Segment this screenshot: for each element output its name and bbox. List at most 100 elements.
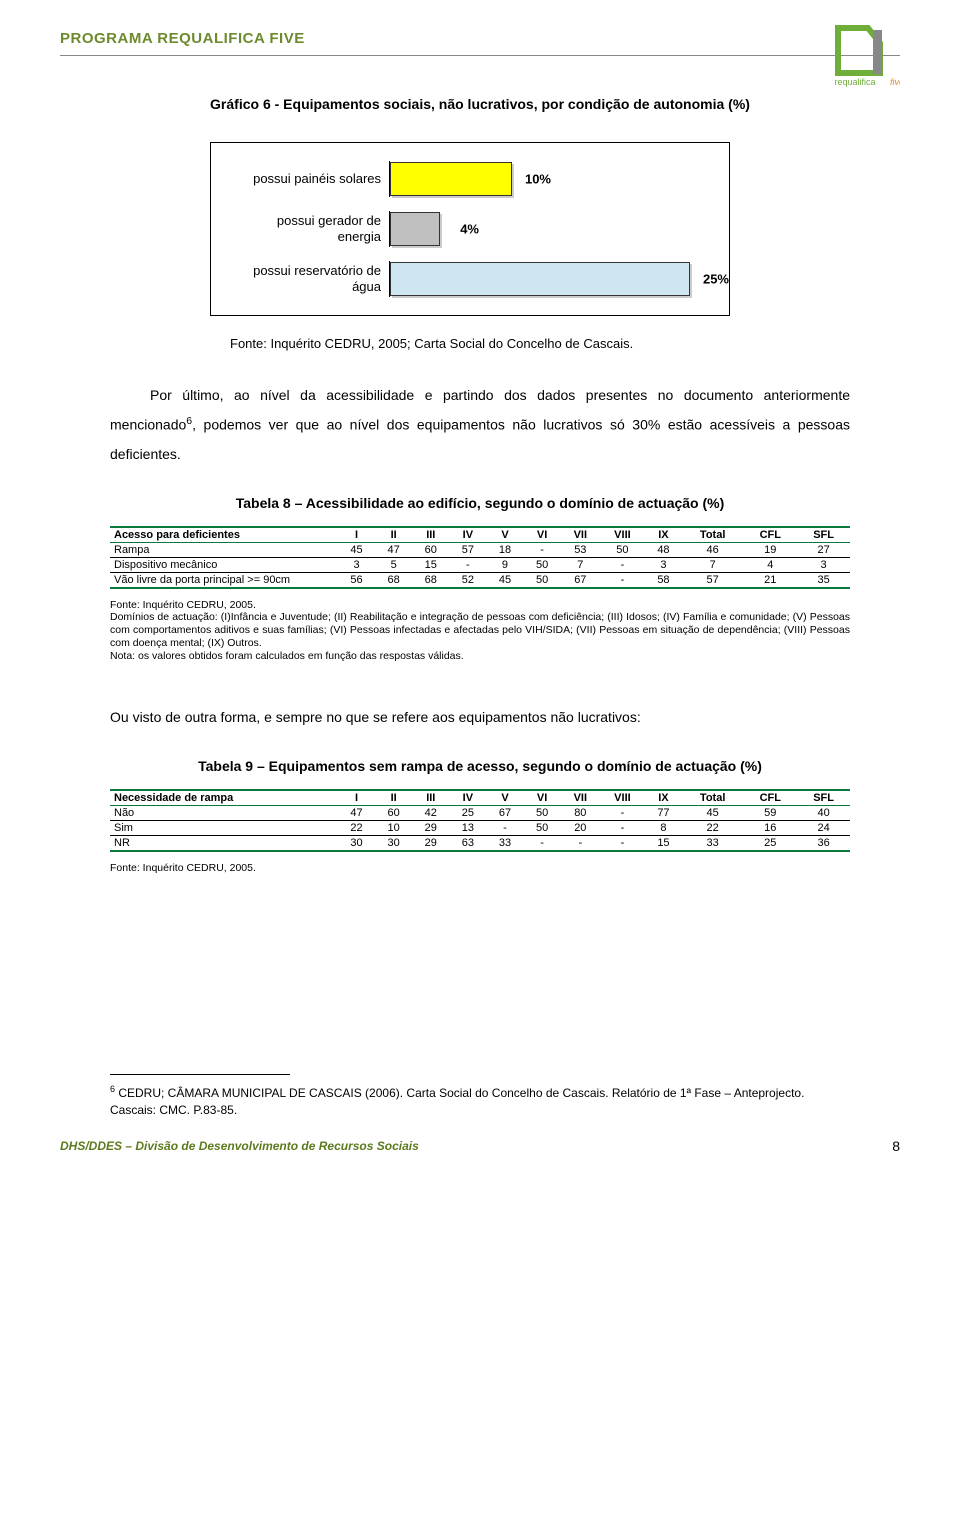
- table-cell: 3: [797, 557, 850, 572]
- table-col-header: Total: [682, 790, 743, 806]
- table-cell: 80: [561, 805, 600, 820]
- table-col-header: IX: [645, 790, 682, 806]
- table-row: Rampa4547605718-535048461927: [110, 542, 850, 557]
- table-cell: -: [449, 557, 486, 572]
- table-cell: 9: [486, 557, 523, 572]
- header-rule: [60, 55, 900, 56]
- table8-note2: Nota: os valores obtidos foram calculado…: [110, 650, 850, 663]
- table-cell: -: [600, 835, 645, 851]
- table-cell: 68: [375, 572, 412, 588]
- table-col-header: V: [486, 527, 523, 543]
- chart-row: possui reservatório de água25%: [231, 261, 709, 297]
- table-cell: 8: [645, 820, 682, 835]
- chart-bar: 4%: [390, 212, 440, 246]
- table-cell: 30: [338, 835, 375, 851]
- chart-bar-value: 4%: [460, 222, 479, 237]
- footnote-text: CEDRU; CÂMARA MUNICIPAL DE CASCAIS (2006…: [110, 1086, 804, 1117]
- chart-category-label: possui gerador de energia: [231, 213, 389, 244]
- table-cell: 47: [338, 805, 375, 820]
- table-row-label: Vão livre da porta principal >= 90cm: [110, 572, 338, 588]
- table-cell: 45: [338, 542, 375, 557]
- table-cell: 35: [797, 572, 850, 588]
- table-cell: 18: [486, 542, 523, 557]
- table-cell: 13: [449, 820, 486, 835]
- table-col-header: IV: [449, 527, 486, 543]
- table9-source: Fonte: Inquérito CEDRU, 2005.: [110, 862, 850, 874]
- table-cell: 50: [600, 542, 645, 557]
- table-col-header: III: [412, 790, 449, 806]
- table-cell: 63: [449, 835, 486, 851]
- table-cell: 33: [486, 835, 523, 851]
- table-cell: 47: [375, 542, 412, 557]
- table-col-header: VII: [561, 790, 600, 806]
- table8-note1: Domínios de actuação: (I)Infância e Juve…: [110, 611, 850, 650]
- table-cell: 46: [682, 542, 743, 557]
- table-cell: 27: [797, 542, 850, 557]
- table9-title: Tabela 9 – Equipamentos sem rampa de ace…: [110, 758, 850, 774]
- table-cell: 57: [682, 572, 743, 588]
- table-row-label: Dispositivo mecânico: [110, 557, 338, 572]
- table-cell: 67: [486, 805, 523, 820]
- table-col-header: II: [375, 790, 412, 806]
- paragraph-1: Por último, ao nível da acessibilidade e…: [110, 381, 850, 470]
- table-cell: 36: [797, 835, 850, 851]
- table-col-header: II: [375, 527, 412, 543]
- table8-source: Fonte: Inquérito CEDRU, 2005.: [110, 599, 850, 611]
- table-cell: -: [524, 542, 561, 557]
- table-cell: 42: [412, 805, 449, 820]
- table-cell: 19: [743, 542, 797, 557]
- table-cell: 15: [645, 835, 682, 851]
- table-row: NR3030296333---15332536: [110, 835, 850, 851]
- table-col-header: I: [338, 790, 375, 806]
- svg-text:five: five: [890, 77, 900, 87]
- table-row: Sim22102913-5020-8221624: [110, 820, 850, 835]
- table-header-label: Acesso para deficientes: [110, 527, 338, 543]
- chart-bar-track: 4%: [389, 211, 690, 247]
- table-cell: 25: [449, 805, 486, 820]
- page-header: PROGRAMA REQUALIFICA FIVE requalifica fi…: [0, 0, 960, 66]
- table-header-label: Necessidade de rampa: [110, 790, 338, 806]
- chart-title: Gráfico 6 - Equipamentos sociais, não lu…: [110, 96, 850, 112]
- table-cell: 22: [338, 820, 375, 835]
- table-cell: -: [600, 805, 645, 820]
- table-row-label: Sim: [110, 820, 338, 835]
- chart-category-label: possui reservatório de água: [231, 263, 389, 294]
- table-col-header: IV: [449, 790, 486, 806]
- table-cell: 53: [561, 542, 600, 557]
- table-cell: 48: [645, 542, 682, 557]
- table-cell: 5: [375, 557, 412, 572]
- table-cell: 3: [645, 557, 682, 572]
- table-col-header: VII: [561, 527, 600, 543]
- table-cell: 4: [743, 557, 797, 572]
- chart-bar-value: 25%: [703, 272, 729, 287]
- table9: Necessidade de rampaIIIIIIIVVVIVIIVIIIIX…: [110, 789, 850, 852]
- table-cell: -: [561, 835, 600, 851]
- footnote-6: 6 CEDRU; CÂMARA MUNICIPAL DE CASCAIS (20…: [110, 1083, 850, 1119]
- para1-suffix: , podemos ver que ao nível dos equipamen…: [110, 417, 850, 462]
- table-cell: 3: [338, 557, 375, 572]
- table-cell: 50: [524, 557, 561, 572]
- table-cell: 56: [338, 572, 375, 588]
- program-title: PROGRAMA REQUALIFICA FIVE: [60, 30, 900, 47]
- table-cell: 60: [375, 805, 412, 820]
- table-cell: 30: [375, 835, 412, 851]
- table-row-label: Rampa: [110, 542, 338, 557]
- requalifica-logo: requalifica five: [810, 18, 900, 88]
- table-col-header: SFL: [797, 790, 850, 806]
- bar-chart: possui painéis solares10%possui gerador …: [210, 142, 730, 316]
- svg-text:requalifica: requalifica: [834, 77, 875, 87]
- table-cell: 10: [375, 820, 412, 835]
- table-cell: 7: [682, 557, 743, 572]
- table-cell: 57: [449, 542, 486, 557]
- table-cell: 21: [743, 572, 797, 588]
- table-cell: 29: [412, 835, 449, 851]
- table-cell: 22: [682, 820, 743, 835]
- page-number: 8: [892, 1138, 900, 1154]
- table8: Acesso para deficientesIIIIIIIVVVIVIIVII…: [110, 526, 850, 589]
- table-cell: 50: [524, 572, 561, 588]
- table-cell: 50: [524, 820, 561, 835]
- table-cell: 15: [412, 557, 449, 572]
- table-col-header: CFL: [743, 527, 797, 543]
- footer-org: DHS/DDES – Divisão de Desenvolvimento de…: [60, 1139, 419, 1153]
- table-cell: 59: [743, 805, 797, 820]
